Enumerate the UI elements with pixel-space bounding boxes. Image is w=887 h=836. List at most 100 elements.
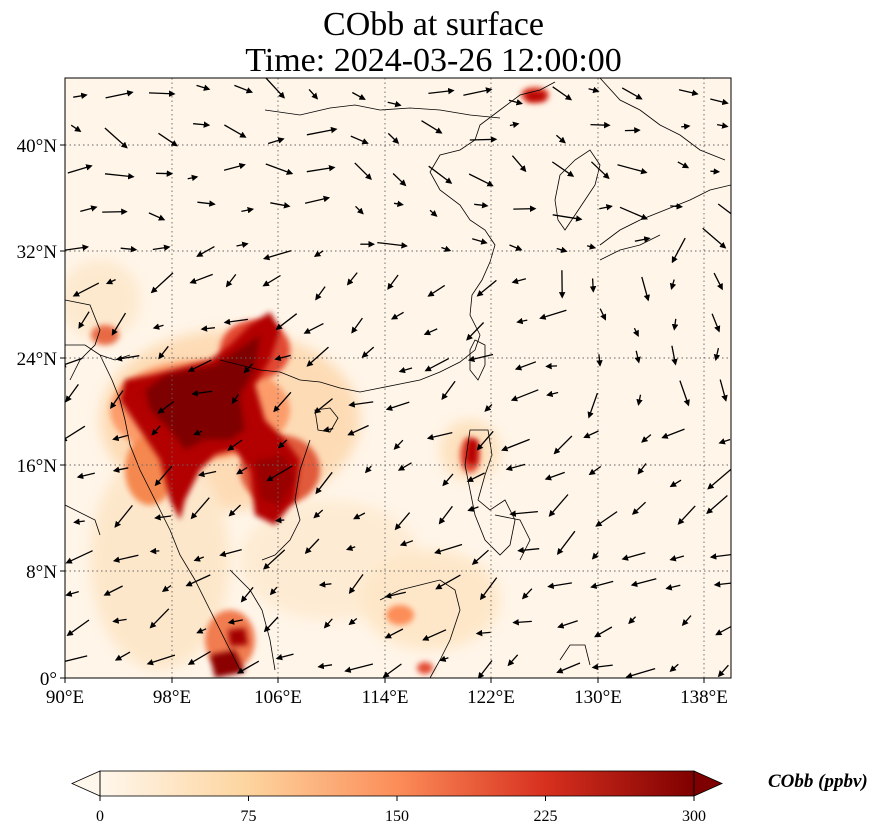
wind-arrow xyxy=(713,581,731,588)
wind-arrow xyxy=(590,121,611,129)
wind-arrow xyxy=(484,404,493,412)
wind-arrow xyxy=(236,241,249,249)
wind-arrow xyxy=(114,504,133,528)
wind-arrow xyxy=(713,272,723,291)
wind-arrow xyxy=(625,667,656,678)
wind-arrow xyxy=(394,512,411,531)
wind-arrow xyxy=(263,549,286,570)
wind-arrow xyxy=(552,86,573,101)
wind-arrow xyxy=(617,164,648,175)
wind-arrow xyxy=(634,350,641,364)
wind-arrow xyxy=(665,584,681,591)
wind-arrow xyxy=(112,466,129,473)
wind-arrow xyxy=(632,327,639,337)
wind-arrow xyxy=(234,84,254,94)
wind-arrow xyxy=(191,389,213,397)
wind-arrow xyxy=(348,401,374,408)
wind-arrow xyxy=(713,347,721,361)
wind-arrow xyxy=(513,205,537,212)
wind-arrow xyxy=(544,471,565,481)
wind-arrow xyxy=(384,628,404,639)
wind-arrow xyxy=(148,212,166,221)
wind-arrow xyxy=(73,92,88,100)
wind-arrow xyxy=(112,434,129,442)
wind-arrow xyxy=(227,439,243,451)
wind-arrow xyxy=(556,662,581,674)
wind-arrow xyxy=(556,246,568,253)
wind-arrow xyxy=(105,278,116,285)
wind-arrow xyxy=(158,132,178,147)
wind-arrow xyxy=(103,585,123,596)
wind-arrow xyxy=(718,438,731,445)
wind-arrow xyxy=(434,543,463,555)
wind-arrow xyxy=(669,663,679,672)
wind-arrow xyxy=(80,205,98,213)
wind-arrow xyxy=(187,359,212,372)
wind-arrow xyxy=(702,227,727,249)
wind-arrow xyxy=(104,173,135,180)
wind-arrow xyxy=(717,203,731,220)
wind-arrow xyxy=(596,354,603,367)
wind-arrow xyxy=(265,78,285,99)
wind-arrow xyxy=(384,591,406,599)
wind-arrow xyxy=(274,354,291,362)
wind-arrow xyxy=(67,164,93,174)
wind-arrow xyxy=(111,312,127,336)
wind-arrow xyxy=(193,121,211,128)
wind-arrow xyxy=(466,322,485,341)
wind-arrow xyxy=(476,430,494,451)
wind-arrow xyxy=(240,586,254,603)
colorbar-tick-label: 0 xyxy=(96,808,104,825)
colorbar-extend-min xyxy=(71,770,101,797)
colorbar-gradient xyxy=(100,771,694,796)
wind-arrow xyxy=(315,286,326,301)
wind-arrow xyxy=(681,615,692,626)
wind-arrow xyxy=(274,516,285,524)
wind-arrow xyxy=(634,236,651,243)
wind-arrow xyxy=(273,391,292,413)
wind-arrow xyxy=(228,504,241,517)
wind-arrow xyxy=(715,625,731,636)
wind-arrow xyxy=(516,317,528,325)
wind-arrow xyxy=(546,390,559,398)
wind-arrow xyxy=(706,495,728,515)
wind-arrow xyxy=(717,664,729,678)
wind-arrow xyxy=(344,663,374,673)
wind-arrow xyxy=(552,214,583,222)
wind-arrow xyxy=(187,650,211,665)
wind-arrow xyxy=(351,317,363,334)
wind-arrow xyxy=(265,163,294,175)
wind-arrow xyxy=(628,616,637,625)
wind-arrow xyxy=(354,162,372,181)
wind-arrow xyxy=(361,346,375,358)
lat-tick-label: 8°N xyxy=(26,562,57,583)
wind-arrow xyxy=(241,206,255,214)
wind-arrow xyxy=(427,284,446,297)
wind-arrow xyxy=(65,550,93,564)
wind-arrow xyxy=(350,135,369,145)
lat-tick-label: 16°N xyxy=(17,456,58,477)
wind-arrow xyxy=(621,87,643,100)
wind-arrow xyxy=(594,626,613,638)
wind-arrow xyxy=(619,206,648,220)
wind-arrow xyxy=(390,311,404,320)
wind-arrow xyxy=(114,651,131,661)
wind-arrow xyxy=(219,548,242,558)
wind-arrow xyxy=(583,430,599,439)
wind-arrow xyxy=(231,393,240,405)
lat-tick-label: 24°N xyxy=(17,349,58,370)
wind-arrow xyxy=(112,617,127,624)
wind-arrow xyxy=(318,581,332,588)
wind-arrow xyxy=(586,243,597,250)
wind-arrow xyxy=(262,274,281,287)
wind-arrow xyxy=(306,126,338,136)
wind-arrow xyxy=(471,549,489,565)
lat-tick-label: 40°N xyxy=(17,136,58,157)
lon-tick-label: 106°E xyxy=(254,687,302,708)
wind-arrow xyxy=(149,547,160,555)
wind-arrow xyxy=(421,120,443,134)
wind-arrow xyxy=(158,345,169,360)
wind-arrow xyxy=(393,200,404,208)
wind-arrow xyxy=(507,654,519,667)
